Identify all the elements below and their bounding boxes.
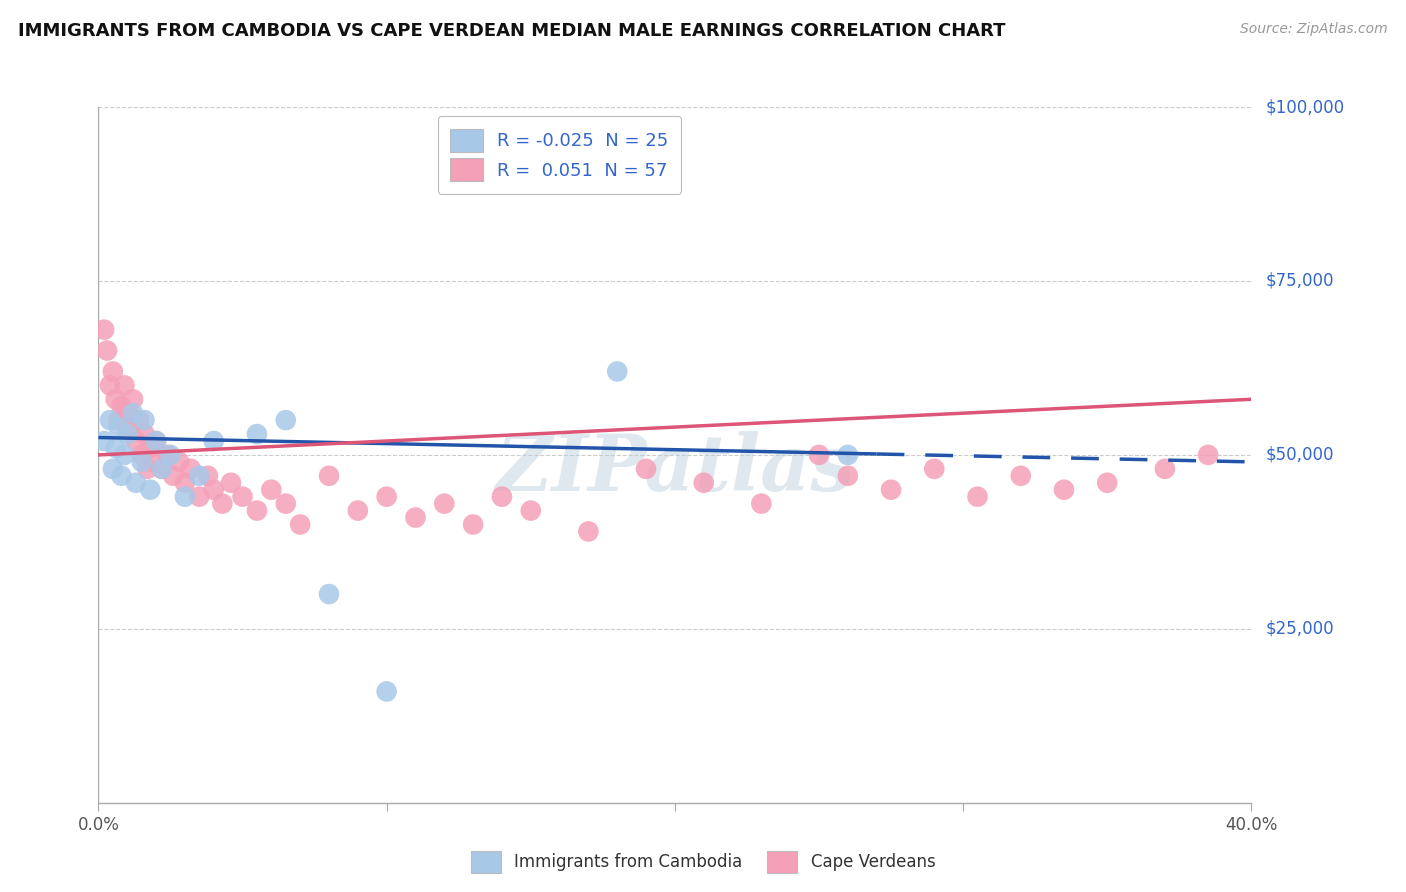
Point [159,448,181,462]
Point [110,468,132,483]
Point [98,378,121,392]
Text: Source: ZipAtlas.com: Source: ZipAtlas.com [1240,22,1388,37]
Point [174,475,197,490]
Point [1053,483,1076,497]
Point [837,468,859,483]
Point [150,462,173,476]
Point [197,468,219,483]
Point [134,427,156,442]
Point [1010,468,1032,483]
Point [202,483,225,497]
Point [107,420,129,434]
Point [131,448,153,462]
Point [880,483,903,497]
Text: ZIPatlas: ZIPatlas [495,431,855,507]
Point [491,490,513,504]
Point [139,483,162,497]
Point [96,343,118,358]
Point [1197,448,1219,462]
Point [93,323,115,337]
Point [346,503,368,517]
Point [139,441,162,455]
Point [260,483,283,497]
Point [966,490,988,504]
Point [136,462,159,476]
Point [318,468,340,483]
Point [150,462,173,476]
Point [145,434,167,448]
Point [461,517,484,532]
Point [112,378,135,392]
Point [101,462,124,476]
Point [142,455,165,469]
Point [162,468,184,483]
Point [1154,462,1177,476]
Point [122,392,145,407]
Point [202,434,225,448]
Point [125,434,148,448]
Point [375,684,398,698]
Point [274,497,297,511]
Text: $25,000: $25,000 [1265,620,1334,638]
Text: $100,000: $100,000 [1265,98,1344,116]
Point [117,406,139,420]
Text: $50,000: $50,000 [1265,446,1334,464]
Point [104,392,127,407]
Point [231,490,254,504]
Point [110,399,132,413]
Point [636,462,658,476]
Point [93,434,115,448]
Point [134,413,156,427]
Point [405,510,427,524]
Point [122,406,145,420]
Point [274,413,297,427]
Point [101,364,124,378]
Point [167,455,190,469]
Point [117,427,139,442]
Point [1097,475,1119,490]
Point [104,441,127,455]
Point [174,490,197,504]
Point [98,413,121,427]
Point [808,448,831,462]
Text: $75,000: $75,000 [1265,272,1334,290]
Point [751,497,773,511]
Point [112,448,135,462]
Point [924,462,946,476]
Point [156,448,179,462]
Legend: R = -0.025  N = 25, R =  0.051  N = 57: R = -0.025 N = 25, R = 0.051 N = 57 [437,116,682,194]
Point [188,490,211,504]
Point [188,468,211,483]
Point [375,490,398,504]
Point [131,455,153,469]
Point [837,448,859,462]
Point [145,434,167,448]
Point [211,497,233,511]
Point [693,475,716,490]
Point [180,462,202,476]
Text: IMMIGRANTS FROM CAMBODIA VS CAPE VERDEAN MEDIAN MALE EARNINGS CORRELATION CHART: IMMIGRANTS FROM CAMBODIA VS CAPE VERDEAN… [18,22,1005,40]
Point [290,517,312,532]
Point [246,427,269,442]
Point [318,587,340,601]
Point [107,413,129,427]
Point [520,503,543,517]
Point [606,364,628,378]
Point [128,413,150,427]
Legend: Immigrants from Cambodia, Cape Verdeans: Immigrants from Cambodia, Cape Verdeans [464,845,942,880]
Point [433,497,456,511]
Point [578,524,600,539]
Point [219,475,242,490]
Point [246,503,269,517]
Point [125,475,148,490]
Point [120,420,142,434]
